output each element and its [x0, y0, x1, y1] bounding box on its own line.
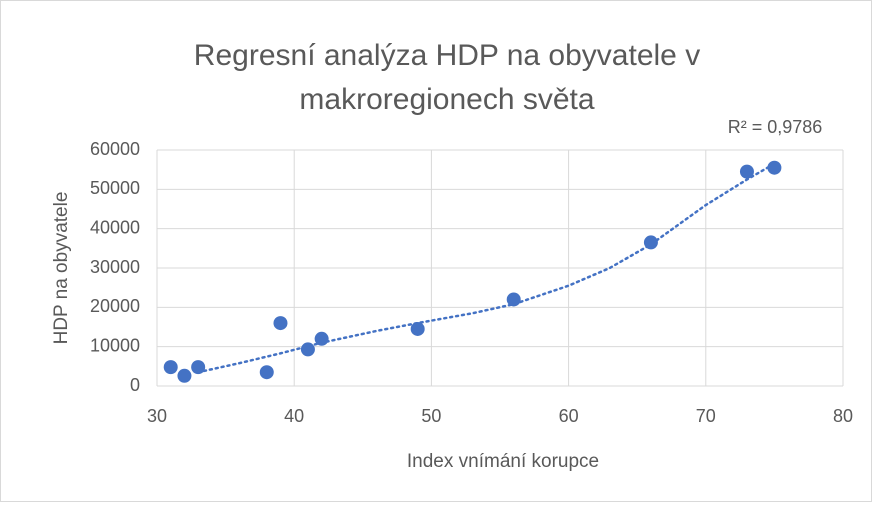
data-point	[767, 160, 782, 175]
data-point	[506, 292, 521, 307]
data-point	[273, 316, 288, 331]
x-tick-label: 30	[147, 406, 167, 426]
data-point	[259, 365, 274, 380]
trendline	[196, 162, 776, 374]
y-tick-label: 40000	[90, 217, 140, 237]
data-point	[300, 342, 315, 357]
annotation: R² = 0,9786	[728, 117, 823, 137]
x-tick-label: 70	[696, 406, 716, 426]
chart-title: makroregionech světa	[299, 83, 594, 116]
y-tick-label: 30000	[90, 257, 140, 277]
y-tick-label: 50000	[90, 178, 140, 198]
y-tick-label: 0	[130, 375, 140, 395]
y-tick-label: 10000	[90, 335, 140, 355]
x-axis-title: Index vnímání korupce	[407, 451, 599, 472]
y-tick-label: 20000	[90, 296, 140, 316]
data-point	[191, 360, 206, 375]
data-point	[314, 331, 329, 346]
data-point	[739, 164, 754, 179]
data-point	[643, 235, 658, 250]
data-point	[410, 321, 425, 336]
y-axis-title: HDP na obyvatele	[51, 192, 72, 345]
chart-title: Regresní analýza HDP na obyvatele v	[194, 39, 700, 72]
x-tick-label: 60	[559, 406, 579, 426]
y-tick-label: 60000	[90, 139, 140, 159]
x-tick-label: 40	[284, 406, 304, 426]
x-tick-label: 80	[833, 406, 853, 426]
x-tick-label: 50	[421, 406, 441, 426]
data-point	[163, 360, 178, 375]
data-point	[177, 368, 192, 383]
